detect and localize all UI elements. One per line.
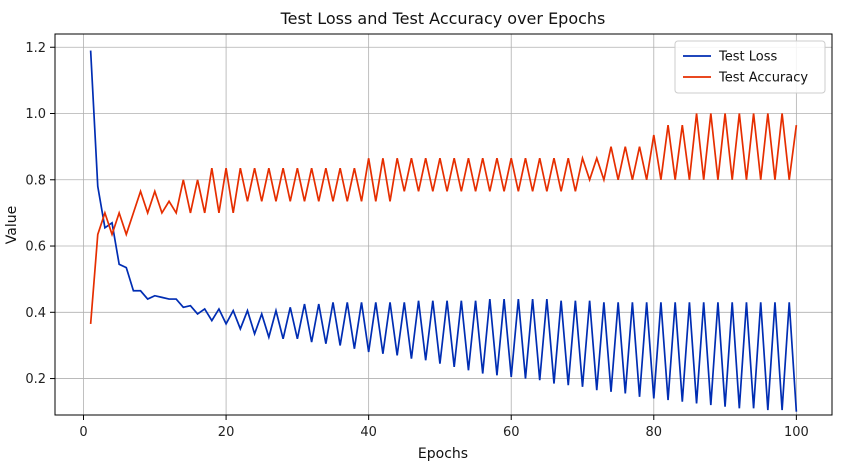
legend-label-test-accuracy: Test Accuracy (718, 71, 808, 86)
series-layer (89, 50, 798, 412)
legend: Test Loss Test Accuracy (674, 40, 826, 94)
legend-label-test-loss: Test Loss (718, 50, 777, 65)
plot-area-frame (54, 33, 833, 416)
x-tick-label: 0 (79, 425, 87, 440)
y-axis-label: Value (4, 206, 20, 244)
x-tick-label: 20 (218, 425, 235, 440)
test-accuracy-line (89, 113, 798, 324)
y-tick-label: 1.0 (25, 107, 46, 122)
grid-layer (55, 34, 832, 415)
y-tick-label: 0.6 (25, 240, 46, 255)
y-tick-label: 1.2 (25, 41, 46, 56)
legend-box (674, 40, 826, 94)
ticks-layer: 0 20 40 60 80 100 0.2 0.4 0.6 0.8 1.0 1.2 (25, 41, 808, 440)
x-tick-label: 40 (360, 425, 377, 440)
x-tick-label: 100 (784, 425, 809, 440)
x-tick-label: 60 (503, 425, 520, 440)
y-tick-label: 0.4 (25, 306, 46, 321)
chart-title: Test Loss and Test Accuracy over Epochs (280, 9, 606, 28)
test-loss-line (89, 50, 798, 412)
x-axis-label: Epochs (418, 446, 468, 462)
y-tick-label: 0.8 (25, 173, 46, 188)
x-tick-label: 80 (646, 425, 663, 440)
y-tick-label: 0.2 (25, 372, 46, 387)
